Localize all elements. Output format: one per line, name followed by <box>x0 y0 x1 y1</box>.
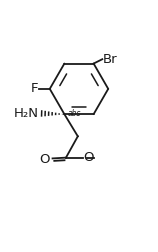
Text: O: O <box>83 151 94 164</box>
Text: Br: Br <box>103 53 118 66</box>
Text: O: O <box>40 153 50 166</box>
Text: F: F <box>30 82 38 95</box>
Text: H₂N: H₂N <box>13 107 38 120</box>
Text: abs: abs <box>68 109 81 118</box>
